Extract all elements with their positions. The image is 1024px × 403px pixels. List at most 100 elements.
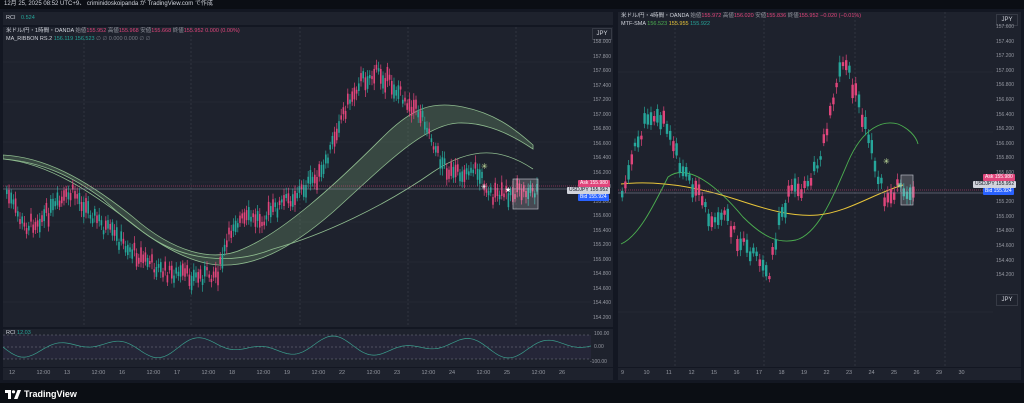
candle — [755, 251, 758, 257]
left-x-tick-11: 12:00 — [311, 370, 326, 376]
right-price-tag: USDJPY 155.952 — [973, 181, 1017, 188]
candle — [498, 194, 501, 200]
right-time-axis[interactable]: 9 10 11 12 15 16 17 18 19 22 23 24 25 26 29 30 — [618, 368, 1021, 380]
right-x-tick-15: 30 — [958, 370, 965, 376]
candle — [340, 115, 342, 120]
candle — [6, 189, 8, 195]
left-y-tick-8: 156.400 — [593, 155, 612, 161]
left-price-axis[interactable]: JPY 158.000 157.800 157.600 157.400 157.200 1… — [591, 27, 613, 327]
right-highlight-box[interactable] — [900, 174, 914, 206]
candle — [144, 252, 147, 262]
candle — [388, 74, 391, 80]
left-low-label: 安値 — [140, 28, 152, 34]
left-main-chart-svg: ✳ ✳ ★ — [3, 27, 591, 327]
candle — [122, 238, 125, 244]
left-currency-button[interactable]: JPY — [592, 28, 612, 40]
left-y-tick-1: 157.800 — [593, 53, 612, 60]
right-currency-button-bottom[interactable]: JPY — [996, 294, 1018, 306]
candle — [230, 230, 232, 238]
candle — [624, 181, 627, 189]
candle — [366, 76, 369, 89]
rci-name: RCI — [6, 330, 16, 336]
right-currency-button-top[interactable]: JPY — [996, 14, 1018, 26]
left-highlight-box[interactable] — [512, 178, 539, 210]
candle — [259, 214, 261, 228]
candle — [688, 174, 691, 181]
candle — [320, 164, 323, 178]
rci-tick-mid: 0.00 — [594, 344, 604, 350]
rci-pane[interactable]: RCI 12.03 100.00 0.00 -100.00 — [3, 329, 613, 367]
left-close: 155.952 — [183, 28, 204, 34]
right-y-tick-15: 154.600 — [996, 243, 1015, 249]
left-ask-tag: Ask 155.980 — [578, 180, 610, 187]
left-time-axis[interactable]: 12 12:00 13 12:00 16 12:00 17 12:00 18 12:00 19 12:… — [3, 368, 613, 380]
candle — [45, 202, 48, 213]
candle — [470, 167, 472, 173]
right-price: 155.952 — [996, 181, 1015, 187]
mtf-sma-green — [620, 122, 919, 245]
left-change: 0.000 (0.00%) — [205, 28, 240, 34]
ribbon-value-2: 156.523 — [74, 36, 95, 42]
candle — [188, 274, 191, 286]
left-x-tick-19: 12:00 — [531, 370, 546, 376]
candle — [845, 60, 848, 71]
candle — [241, 213, 243, 219]
candle — [393, 84, 395, 99]
candle — [382, 75, 384, 89]
candle — [426, 127, 428, 133]
candle — [166, 275, 169, 283]
left-symbol: USDJPY — [569, 187, 589, 193]
candle — [127, 244, 129, 256]
candle — [452, 166, 455, 178]
candle — [76, 194, 78, 199]
tradingview-logo[interactable]: TradingView — [5, 389, 77, 399]
candle — [333, 131, 336, 147]
right-x-tick-7: 18 — [778, 370, 785, 376]
candle — [803, 180, 806, 188]
candle — [704, 202, 707, 208]
right-low-label: 安値 — [755, 13, 767, 19]
candle — [669, 130, 672, 140]
candle — [723, 210, 726, 215]
mtf-value-3: 155.922 — [690, 21, 711, 27]
candle — [781, 207, 784, 217]
left-signal-star-1: ✳ — [481, 162, 488, 171]
candle — [160, 262, 162, 273]
candle — [397, 85, 400, 99]
left-x-tick-16: 24 — [449, 370, 456, 376]
candle — [816, 165, 819, 169]
left-main-chart[interactable]: ✳ ✳ ★ 米ドル/円・1時間・OANDA 始値155.952 高値155.96… — [3, 27, 613, 327]
left-y-tick-12: 155.600 — [593, 213, 612, 219]
right-x-tick-11: 24 — [868, 370, 875, 376]
candle — [177, 271, 180, 277]
candle — [10, 192, 12, 204]
right-y-tick-2: 157.200 — [996, 53, 1015, 60]
candle — [720, 212, 723, 220]
rci-tick-top: 100.00 — [594, 331, 610, 337]
candle — [353, 87, 356, 100]
candle — [402, 99, 404, 104]
right-main-chart[interactable]: ✳ ✳ 米ドル/円・4時間・OANDA 始値155.972 高値156.020 … — [618, 12, 1021, 367]
candle — [80, 202, 83, 211]
left-legend-title: 米ドル/円・1時間・OANDA — [6, 28, 74, 34]
candle — [877, 176, 880, 185]
left-x-tick-10: 19 — [284, 370, 291, 376]
candle — [825, 128, 829, 136]
right-y-tick-5: 156.600 — [996, 97, 1015, 103]
ribbon-value-1: 156.119 — [53, 36, 74, 42]
candle — [28, 225, 30, 231]
candle — [113, 230, 116, 236]
candle — [649, 112, 653, 126]
candle — [371, 76, 373, 80]
candle — [736, 238, 739, 251]
candle — [889, 189, 893, 204]
candle — [256, 211, 259, 221]
candle — [534, 193, 536, 198]
candle — [717, 212, 720, 225]
candle — [659, 115, 662, 130]
candle — [69, 192, 72, 201]
left-x-tick-0: 12 — [9, 370, 16, 376]
candle — [98, 214, 100, 222]
candle — [276, 208, 279, 218]
right-signal-star-2: ✳ — [896, 182, 902, 190]
